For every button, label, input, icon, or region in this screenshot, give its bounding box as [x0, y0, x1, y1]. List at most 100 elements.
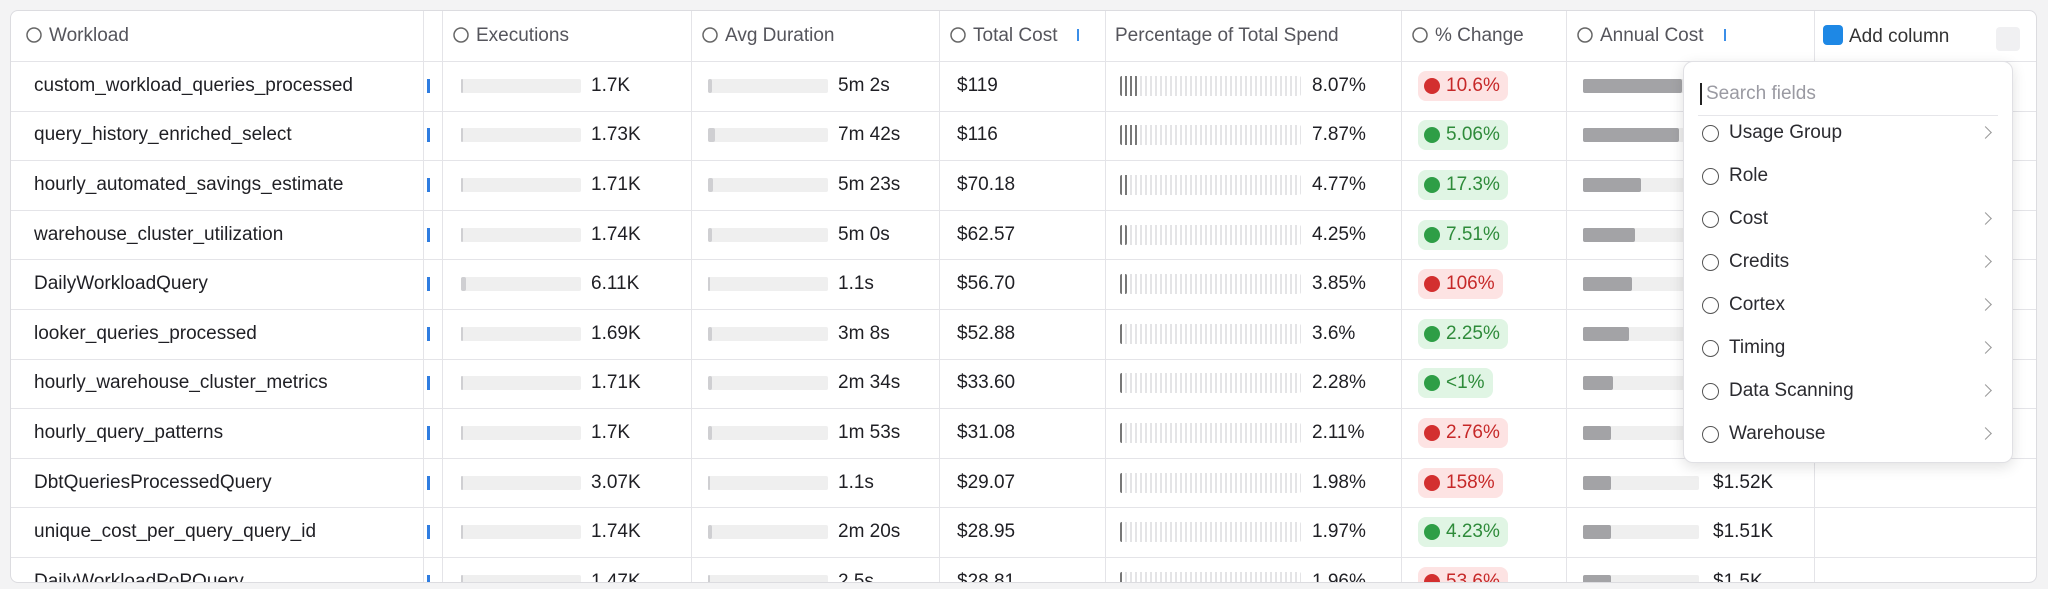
spend-bar-track — [1120, 224, 1301, 245]
sort-indicator[interactable] — [1067, 29, 1080, 41]
executions: 6.11K — [591, 273, 640, 295]
menu-item[interactable]: Data Scanning — [1684, 371, 2012, 411]
menu-icon — [1702, 210, 1719, 228]
workload-name[interactable]: looker_queries_processed — [34, 322, 257, 344]
annual-bar-track — [1583, 574, 1699, 582]
header-label: Workload — [49, 25, 129, 46]
spend-bar-track — [1120, 472, 1301, 493]
executions: 1.74K — [591, 521, 641, 543]
mini-bar-track — [461, 525, 581, 540]
mini-bar — [708, 574, 711, 582]
workload-name[interactable]: unique_cost_per_query_query_id — [34, 521, 317, 543]
workload-name[interactable]: query_history_enriched_select — [34, 124, 292, 146]
workload-name[interactable]: custom_workload_queries_processed — [34, 74, 353, 96]
menu-item[interactable]: Timing — [1684, 328, 2012, 368]
column-header[interactable]: Executions — [452, 25, 569, 47]
spend-bar — [1120, 274, 1128, 295]
change-badge: <1% — [1418, 368, 1493, 399]
executions: 3.07K — [591, 471, 641, 493]
total-cost: $31.08 — [957, 422, 1016, 443]
pct-of-spend: 1.97% — [1312, 521, 1366, 543]
menu-item[interactable]: Cortex — [1684, 285, 2012, 325]
change-arrow — [1424, 474, 1440, 491]
executions: 1.47K — [591, 570, 641, 583]
column-header[interactable]: % Change — [1411, 25, 1524, 47]
executions: 1.73K — [591, 124, 641, 146]
change-arrow — [1424, 425, 1440, 441]
avg-duration: 1m 53s — [838, 422, 901, 443]
mini-bar-track — [461, 475, 581, 490]
column-header[interactable]: Avg Duration — [701, 25, 835, 47]
total-cost: $28.95 — [957, 521, 1016, 543]
mini-bar-track — [461, 326, 581, 341]
spend-bar-track — [1120, 373, 1301, 394]
column-header[interactable]: Annual Cost — [1576, 25, 1726, 47]
change-arrow — [1424, 573, 1440, 582]
caret — [1700, 83, 1702, 105]
mini-bar-track — [461, 277, 581, 292]
pct-of-spend: 3.85% — [1312, 273, 1366, 295]
menu-item[interactable]: Credits — [1684, 242, 2012, 282]
menu-item[interactable]: Warehouse — [1684, 414, 2012, 454]
workload-name[interactable]: warehouse_cluster_utilization — [34, 223, 284, 245]
workload-name[interactable]: hourly_automated_savings_estimate — [34, 174, 344, 195]
header-label: Percentage of Total Spend — [1115, 25, 1339, 46]
mini-bar — [708, 128, 716, 143]
menu-icon — [1702, 425, 1719, 443]
annual-bar — [1583, 178, 1641, 192]
annual-bar-track — [1583, 227, 1699, 242]
header-label: Total Cost — [973, 25, 1058, 46]
annual-bar-track — [1583, 178, 1699, 192]
pct-of-spend: 1.96% — [1312, 570, 1366, 583]
column-header[interactable]: Total Cost — [949, 25, 1080, 47]
change-badge: 106% — [1418, 269, 1503, 300]
spend-bar — [1120, 125, 1139, 146]
submenu-chevron — [1979, 384, 1992, 397]
change-value: 10.6% — [1446, 74, 1500, 96]
mini-bar-track — [708, 277, 828, 292]
workload-name[interactable]: hourly_warehouse_cluster_metrics — [34, 372, 328, 394]
add-column-button[interactable]: Add column — [1823, 25, 1949, 48]
row-divider — [11, 110, 2036, 112]
annual-bar-track — [1583, 78, 1699, 93]
submenu-chevron — [1979, 212, 1992, 225]
executions: 1.7K — [591, 422, 631, 443]
change-value: 17.3% — [1446, 174, 1500, 195]
change-arrow — [1424, 375, 1440, 392]
total-cost: $29.07 — [957, 471, 1016, 493]
annual-bar — [1583, 128, 1680, 143]
mini-bar-track — [708, 475, 828, 490]
mini-bar-track — [708, 78, 828, 93]
annual-bar — [1583, 525, 1611, 540]
search-box[interactable]: Search fields — [1698, 71, 1998, 116]
workload-name[interactable]: DbtQueriesProcessedQuery — [34, 471, 272, 493]
avg-duration: 5m 2s — [838, 74, 890, 96]
workload-name[interactable]: DailyWorkloadQuery — [34, 273, 208, 295]
column-divider — [691, 11, 692, 582]
workload-name[interactable]: DailyWorkloadPoPQuery — [34, 570, 244, 583]
spend-bar-track — [1120, 125, 1301, 146]
change-value: 106% — [1446, 273, 1495, 295]
menu-label: Role — [1729, 165, 1769, 186]
change-arrow — [1424, 177, 1440, 193]
menu-item[interactable]: Cost — [1684, 199, 2012, 239]
mini-bar-track — [461, 426, 581, 440]
menu-item[interactable]: Usage Group — [1684, 113, 2012, 153]
change-badge: 2.76% — [1418, 418, 1508, 448]
row-divider — [11, 457, 2036, 459]
total-cost: $70.18 — [957, 174, 1016, 195]
more-menu[interactable] — [1996, 27, 2020, 51]
workload-name[interactable]: hourly_query_patterns — [34, 422, 224, 443]
annual-bar — [1583, 376, 1614, 391]
change-arrow — [1424, 127, 1440, 144]
column-header[interactable]: Percentage of Total Spend — [1115, 25, 1339, 47]
total-cost: $33.60 — [957, 372, 1016, 394]
executions: 1.7K — [591, 74, 631, 96]
mini-bar-track — [461, 128, 581, 143]
column-header[interactable]: Workload — [25, 25, 129, 47]
mini-bar-track — [708, 326, 828, 341]
annual-bar-track — [1583, 525, 1699, 540]
menu-item[interactable]: Role — [1684, 156, 2012, 196]
sort-indicator[interactable] — [1714, 29, 1726, 41]
